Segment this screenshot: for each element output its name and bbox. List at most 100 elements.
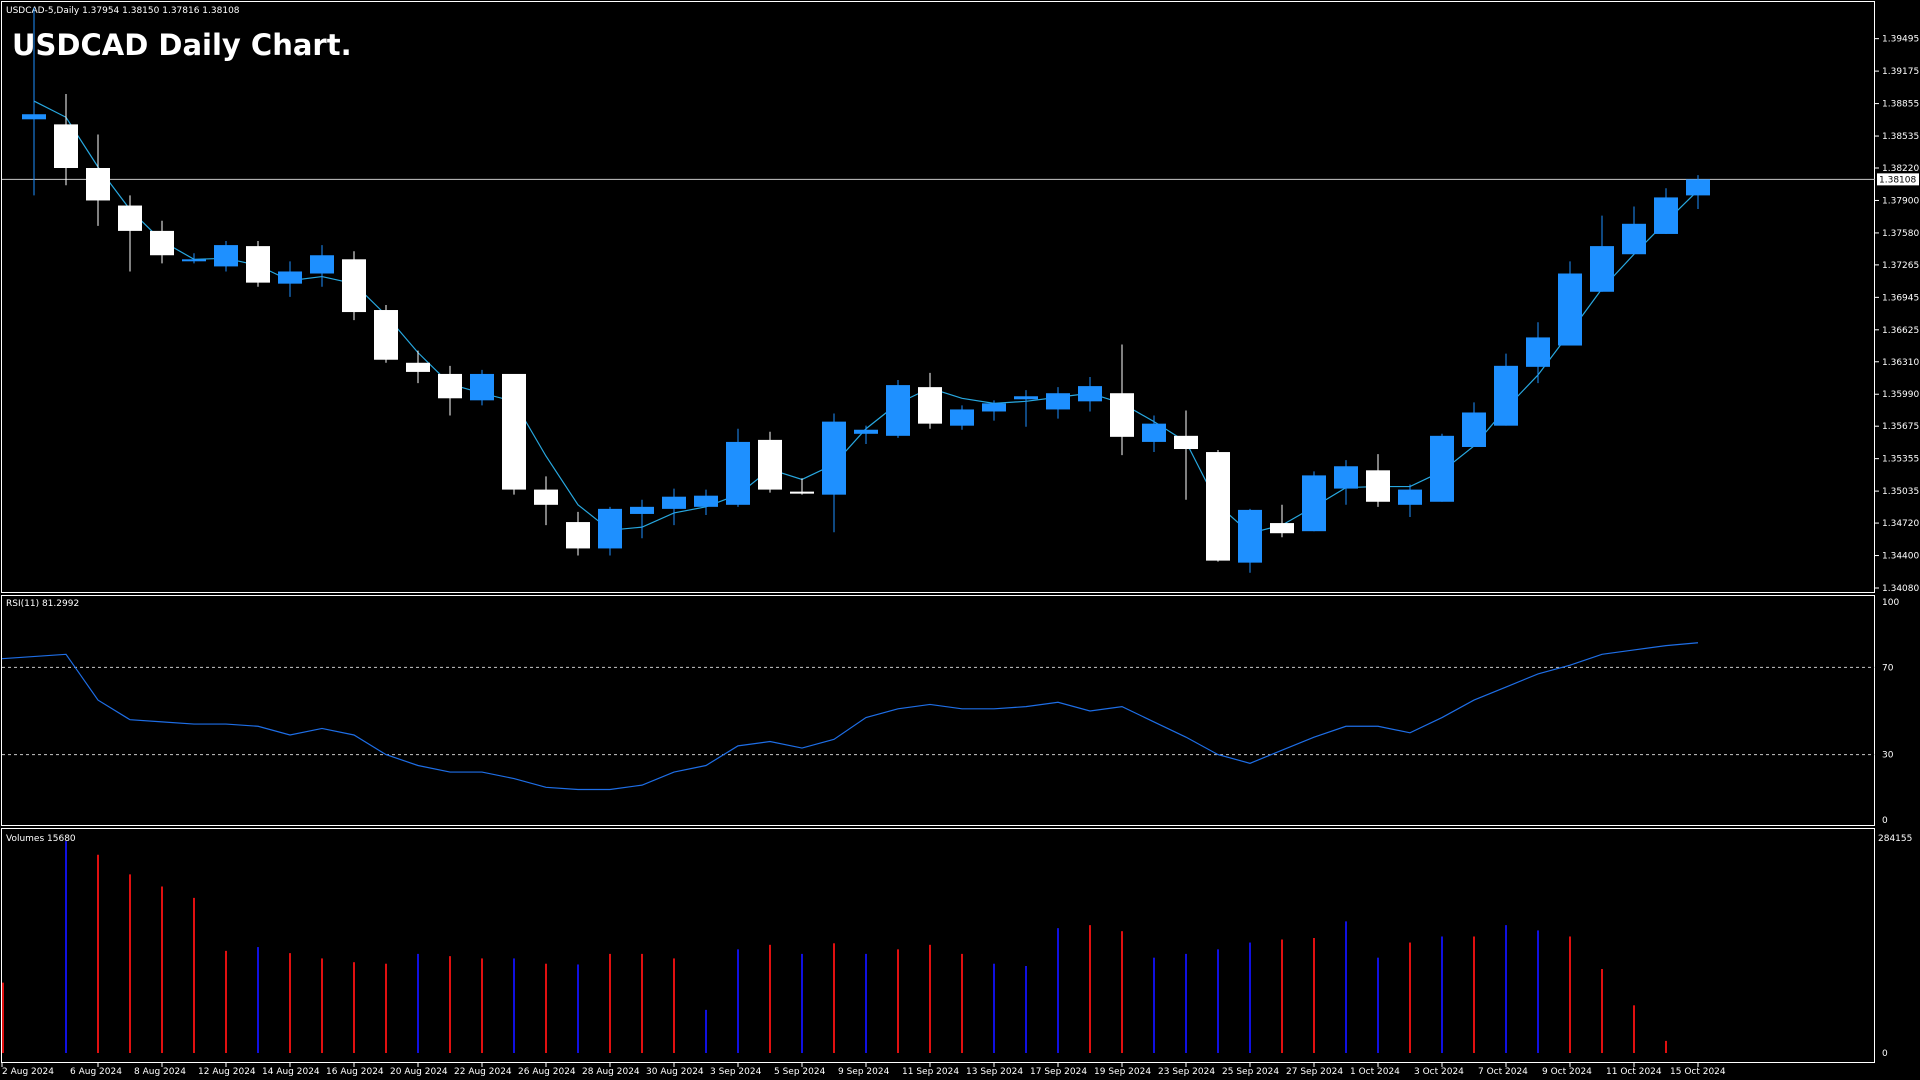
candle-body <box>1398 489 1422 505</box>
date-axis: 2 Aug 2024 6 Aug 2024 8 Aug 2024 12 Aug 202… <box>1 1063 1726 1077</box>
candle-body <box>1590 246 1614 292</box>
candle-body <box>1686 179 1710 196</box>
candle-body <box>1558 273 1582 346</box>
date-tick-label: 14 Aug 2024 <box>262 1067 320 1077</box>
date-tick-label: 8 Aug 2024 <box>134 1067 186 1077</box>
candle-body <box>1110 393 1134 437</box>
candle-body <box>726 441 750 505</box>
candle-body <box>246 246 270 283</box>
volume-tick-label: 0 <box>1882 1049 1888 1059</box>
candle-body <box>438 373 462 399</box>
candle-body <box>1206 452 1230 561</box>
volume-tick-label: 284155 <box>1878 834 1912 844</box>
candle-body <box>502 373 526 490</box>
candle-body <box>1462 412 1486 447</box>
candle-body <box>566 522 590 549</box>
candle-body <box>150 230 174 256</box>
candle-body <box>662 496 686 509</box>
price-tick-label: 1.38535 <box>1882 132 1919 142</box>
rsi-tick-label: 0 <box>1882 816 1888 826</box>
date-tick-label: 13 Sep 2024 <box>966 1067 1023 1077</box>
rsi-tick-label: 30 <box>1882 751 1894 761</box>
candle-body <box>1238 509 1262 563</box>
date-tick-label: 25 Sep 2024 <box>1222 1067 1279 1077</box>
volume-axis: 284155 0 <box>1878 834 1912 1059</box>
date-tick-label: 6 Aug 2024 <box>70 1067 122 1077</box>
candle-body <box>630 506 654 514</box>
candle-body <box>1142 423 1166 442</box>
rsi-line <box>1 642 1699 791</box>
date-tick-label: 16 Aug 2024 <box>326 1067 384 1077</box>
rsi-panel-border <box>1 595 1875 826</box>
date-tick-label: 1 Oct 2024 <box>1350 1067 1400 1077</box>
current-price-line: 1.38108 <box>2 173 1919 186</box>
price-tick-label: 1.36945 <box>1882 293 1919 303</box>
candle-body <box>694 495 718 507</box>
date-tick-label: 5 Sep 2024 <box>774 1067 826 1077</box>
price-tick-label: 1.39175 <box>1882 67 1919 77</box>
candle-body <box>1078 386 1102 402</box>
candle-body <box>534 489 558 505</box>
date-tick-label: 11 Oct 2024 <box>1606 1067 1662 1077</box>
candle-body <box>758 439 782 490</box>
candle-body <box>214 245 238 267</box>
candle-body <box>1526 337 1550 367</box>
date-tick-label: 9 Sep 2024 <box>838 1067 890 1077</box>
date-tick-label: 20 Aug 2024 <box>390 1067 448 1077</box>
candle-body <box>54 124 78 168</box>
candle-body <box>918 387 942 424</box>
price-tick-label: 1.37900 <box>1882 196 1919 206</box>
date-tick-label: 17 Sep 2024 <box>1030 1067 1087 1077</box>
price-tick-label: 1.38855 <box>1882 100 1919 110</box>
candle-body <box>982 403 1006 412</box>
price-tick-label: 1.35675 <box>1882 422 1919 432</box>
date-tick-label: 9 Oct 2024 <box>1542 1067 1592 1077</box>
price-tick-label: 1.36310 <box>1882 358 1919 368</box>
candle-body <box>1270 523 1294 534</box>
price-axis: 1.39495 1.39175 1.38855 1.38535 1.38220 1.379… <box>1875 35 1919 594</box>
date-tick-label: 12 Aug 2024 <box>198 1067 256 1077</box>
candle-body <box>22 114 46 120</box>
candle-body <box>854 429 878 434</box>
candle-body <box>1430 435 1454 502</box>
price-tick-label: 1.36625 <box>1882 326 1919 336</box>
rsi-tick-label: 70 <box>1882 663 1894 673</box>
price-tick-label: 1.38220 <box>1882 164 1919 174</box>
candle-body <box>1046 393 1070 410</box>
candle-body <box>950 409 974 426</box>
candle-body <box>1014 396 1038 400</box>
date-tick-label: 19 Sep 2024 <box>1094 1067 1151 1077</box>
price-tick-label: 1.35035 <box>1882 487 1919 497</box>
candle-body <box>1302 475 1326 532</box>
candle-body <box>1622 223 1646 255</box>
current-price-label: 1.38108 <box>1879 175 1916 185</box>
date-tick-label: 26 Aug 2024 <box>518 1067 576 1077</box>
date-tick-label: 22 Aug 2024 <box>454 1067 512 1077</box>
candle-body <box>1366 470 1390 502</box>
candle-body <box>1494 365 1518 426</box>
price-tick-label: 1.34720 <box>1882 519 1919 529</box>
date-tick-label: 15 Oct 2024 <box>1670 1067 1726 1077</box>
candle-body <box>118 205 142 231</box>
price-tick-label: 1.39495 <box>1882 35 1919 45</box>
volume-panel-border <box>1 828 1875 1063</box>
candle-body <box>790 491 814 494</box>
candlesticks <box>22 7 1710 573</box>
date-tick-label: 23 Sep 2024 <box>1158 1067 1215 1077</box>
price-tick-label: 1.35355 <box>1882 455 1919 465</box>
volumes-label: Volumes 15680 <box>6 834 76 844</box>
price-tick-label: 1.37580 <box>1882 229 1919 239</box>
candle-body <box>182 259 206 262</box>
price-tick-label: 1.34080 <box>1882 584 1919 594</box>
rsi-indicator <box>1 642 1699 791</box>
current-price-tag <box>1877 173 1919 186</box>
candle-body <box>1334 466 1358 489</box>
volume-bars <box>2 841 1667 1053</box>
rsi-label: RSI(11) 81.2992 <box>6 599 79 609</box>
date-tick-label: 27 Sep 2024 <box>1286 1067 1343 1077</box>
candle-body <box>1174 435 1198 450</box>
price-tick-label: 1.37265 <box>1882 261 1919 271</box>
candle-body <box>598 508 622 549</box>
candle-body <box>278 271 302 284</box>
